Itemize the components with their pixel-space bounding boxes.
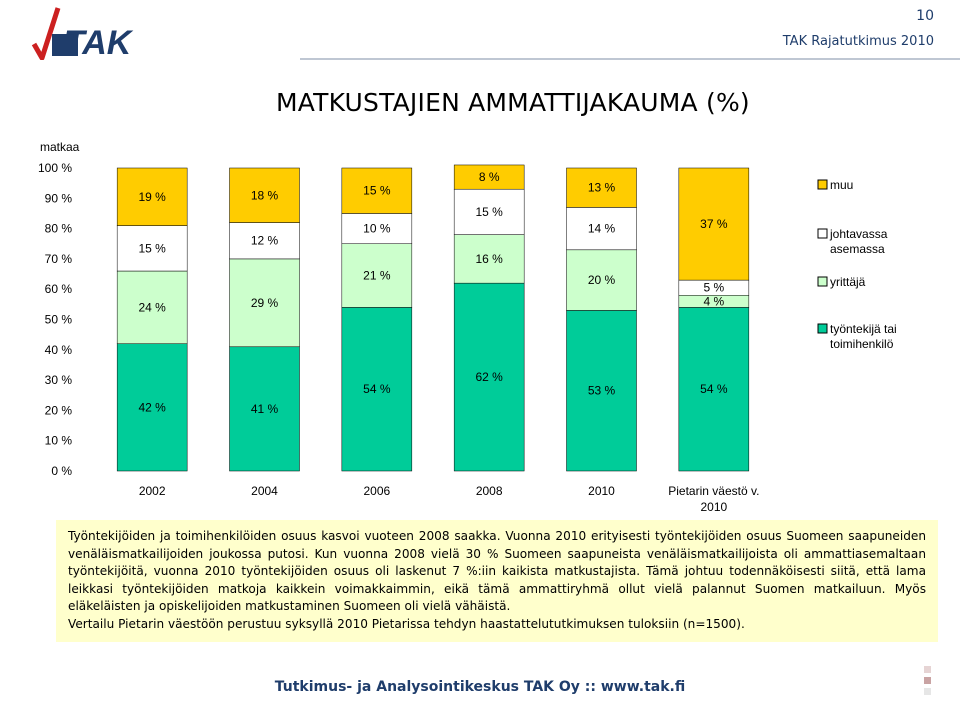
- y-axis-label: matkaa: [40, 140, 80, 154]
- y-tick-label: 40 %: [45, 343, 73, 357]
- bar-segment-yrittaja: [116, 270, 188, 344]
- data-label: 42 %: [138, 400, 166, 414]
- data-label: 19 %: [138, 190, 166, 204]
- data-label: 18 %: [251, 188, 279, 202]
- header-divider: [300, 58, 960, 60]
- bar-segment-muu: [229, 167, 300, 223]
- header-title: TAK Rajatutkimus 2010: [782, 34, 934, 49]
- data-label: 16 %: [475, 252, 503, 266]
- bar-segment-tyontekija: [566, 310, 637, 472]
- bar-segment-johtavassa: [566, 207, 637, 251]
- x-tick-label: Pietarin väestö v.: [668, 484, 759, 498]
- data-label: 10 %: [363, 222, 391, 236]
- logo-text: TAK: [64, 24, 134, 60]
- bar-segment-johtavassa: [453, 188, 525, 235]
- y-tick-label: 60 %: [45, 282, 73, 296]
- footer-text: Tutkimus- ja Analysointikeskus TAK Oy ::…: [274, 679, 686, 695]
- x-tick-label: 2008: [476, 484, 503, 498]
- data-label: 15 %: [363, 184, 391, 198]
- y-tick-label: 30 %: [45, 373, 73, 387]
- slide-title: MATKUSTAJIEN AMMATTIJAKAUMA (%): [276, 88, 750, 117]
- bar-segment-yrittaja: [453, 234, 525, 284]
- bar-segment-muu: [453, 164, 525, 190]
- bar-segment-johtavassa: [341, 213, 413, 244]
- y-tick-label: 50 %: [45, 313, 73, 327]
- y-tick-label: 10 %: [45, 434, 73, 448]
- bar-segment-yrittaja: [566, 249, 637, 311]
- y-tick-label: 0 %: [51, 464, 72, 478]
- data-label: 8 %: [479, 170, 500, 184]
- tak-logo: TAK: [28, 4, 163, 62]
- bar-segment-tyontekija: [229, 346, 300, 472]
- legend-label-yrittaja: yrittäjä: [830, 275, 866, 289]
- legend-swatch-tyontekija: [817, 323, 828, 334]
- bar-segment-johtavassa: [116, 225, 188, 272]
- y-tick-label: 20 %: [45, 403, 73, 417]
- caption-box: Työntekijöiden ja toimihenkilöiden osuus…: [56, 520, 938, 642]
- legend-label-johtavassa: johtavassa: [829, 227, 888, 241]
- corner-decoration: [924, 666, 938, 696]
- bar-segment-muu: [678, 167, 750, 281]
- data-label: 15 %: [138, 241, 166, 255]
- data-label: 14 %: [588, 222, 616, 236]
- y-tick-label: 100 %: [38, 161, 72, 175]
- data-label: 21 %: [363, 269, 391, 283]
- data-label: 24 %: [138, 300, 166, 314]
- x-tick-label: 2002: [139, 484, 166, 498]
- y-tick-label: 90 %: [45, 191, 73, 205]
- x-tick-label: 2006: [363, 484, 390, 498]
- caption-paragraph-2: Vertailu Pietarin väestöön perustuu syks…: [68, 616, 745, 631]
- x-tick-label: 2004: [251, 484, 278, 498]
- x-tick-label: 2010: [588, 484, 615, 498]
- data-label: 5 %: [703, 281, 724, 295]
- data-label: 54 %: [363, 382, 391, 396]
- legend-label-muu: muu: [830, 178, 853, 192]
- data-label: 20 %: [588, 273, 616, 287]
- data-label: 12 %: [251, 234, 279, 248]
- bar-segment-tyontekija: [678, 307, 750, 472]
- bar-segment-yrittaja: [341, 243, 413, 308]
- bar-segment-muu: [566, 167, 637, 208]
- bar-segment-tyontekija: [116, 343, 188, 472]
- y-tick-label: 70 %: [45, 252, 73, 266]
- bar-segment-yrittaja: [229, 258, 300, 348]
- legend-swatch-muu: [817, 179, 828, 190]
- data-label: 4 %: [703, 294, 724, 308]
- legend-swatch-johtavassa: [817, 228, 828, 239]
- legend-swatch-yrittaja: [817, 276, 828, 287]
- bar-segment-tyontekija: [341, 307, 413, 472]
- data-label: 13 %: [588, 181, 616, 195]
- bar-segment-tyontekija: [453, 282, 525, 472]
- data-label: 29 %: [251, 296, 279, 310]
- data-label: 37 %: [700, 217, 728, 231]
- checkmark-icon: [31, 7, 61, 61]
- bar-segment-muu: [116, 167, 188, 226]
- y-tick-label: 80 %: [45, 222, 73, 236]
- data-label: 62 %: [475, 370, 503, 384]
- data-label: 54 %: [700, 382, 728, 396]
- data-label: 15 %: [475, 205, 503, 219]
- bar-segment-johtavassa: [229, 222, 300, 260]
- bar-segment-muu: [341, 167, 413, 214]
- data-label: 41 %: [251, 402, 279, 416]
- stacked-bar-chart: matkaa 0 % 10 % 20 % 30 % 40 % 50 % 60 % 70 % 80…: [38, 140, 897, 514]
- x-tick-label-line2: 2010: [700, 500, 727, 514]
- legend-label-johtavassa-line2: asemassa: [830, 242, 885, 256]
- caption-paragraph-1: Työntekijöiden ja toimihenkilöiden osuus…: [68, 529, 926, 614]
- legend-label-tyontekija: työntekijä tai: [830, 322, 897, 336]
- page-number: 10: [916, 8, 934, 24]
- legend-label-tyontekija-line2: toimihenkilö: [830, 337, 894, 351]
- data-label: 53 %: [588, 384, 616, 398]
